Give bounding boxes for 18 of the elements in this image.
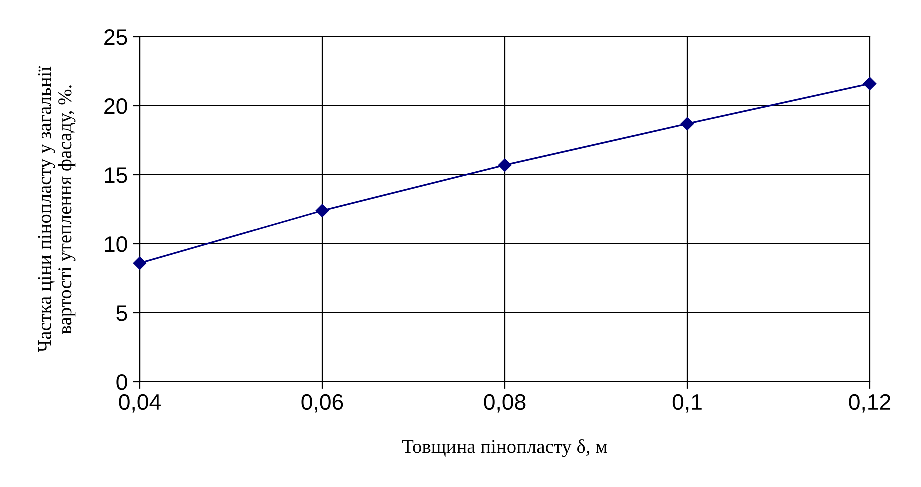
y-tick-label: 10 <box>105 236 128 252</box>
y-tick-label: 5 <box>116 306 128 322</box>
y-tick-label: 0 <box>116 374 128 390</box>
point <box>316 204 330 218</box>
y-tick-label: 20 <box>104 98 128 114</box>
x-axis-title: Товщина пінопласту δ, м <box>402 440 608 458</box>
x-tick-label: 0,12 <box>849 394 891 413</box>
point <box>498 158 512 172</box>
point <box>133 256 147 270</box>
x-tick-label: 0,08 <box>484 394 526 413</box>
point <box>863 77 877 91</box>
y-tick-label: 15 <box>105 168 128 184</box>
x-tick-label: 0,04 <box>119 394 161 413</box>
y-axis-title: Частка ціни пінопласту у загальнії вартості утеплення фасаду, %. <box>38 66 76 352</box>
point <box>680 117 694 131</box>
x-tick-label: 0,1 <box>672 394 702 413</box>
y-tick-label: 25 <box>104 30 128 46</box>
x-tick-label: 0,06 <box>302 394 344 413</box>
